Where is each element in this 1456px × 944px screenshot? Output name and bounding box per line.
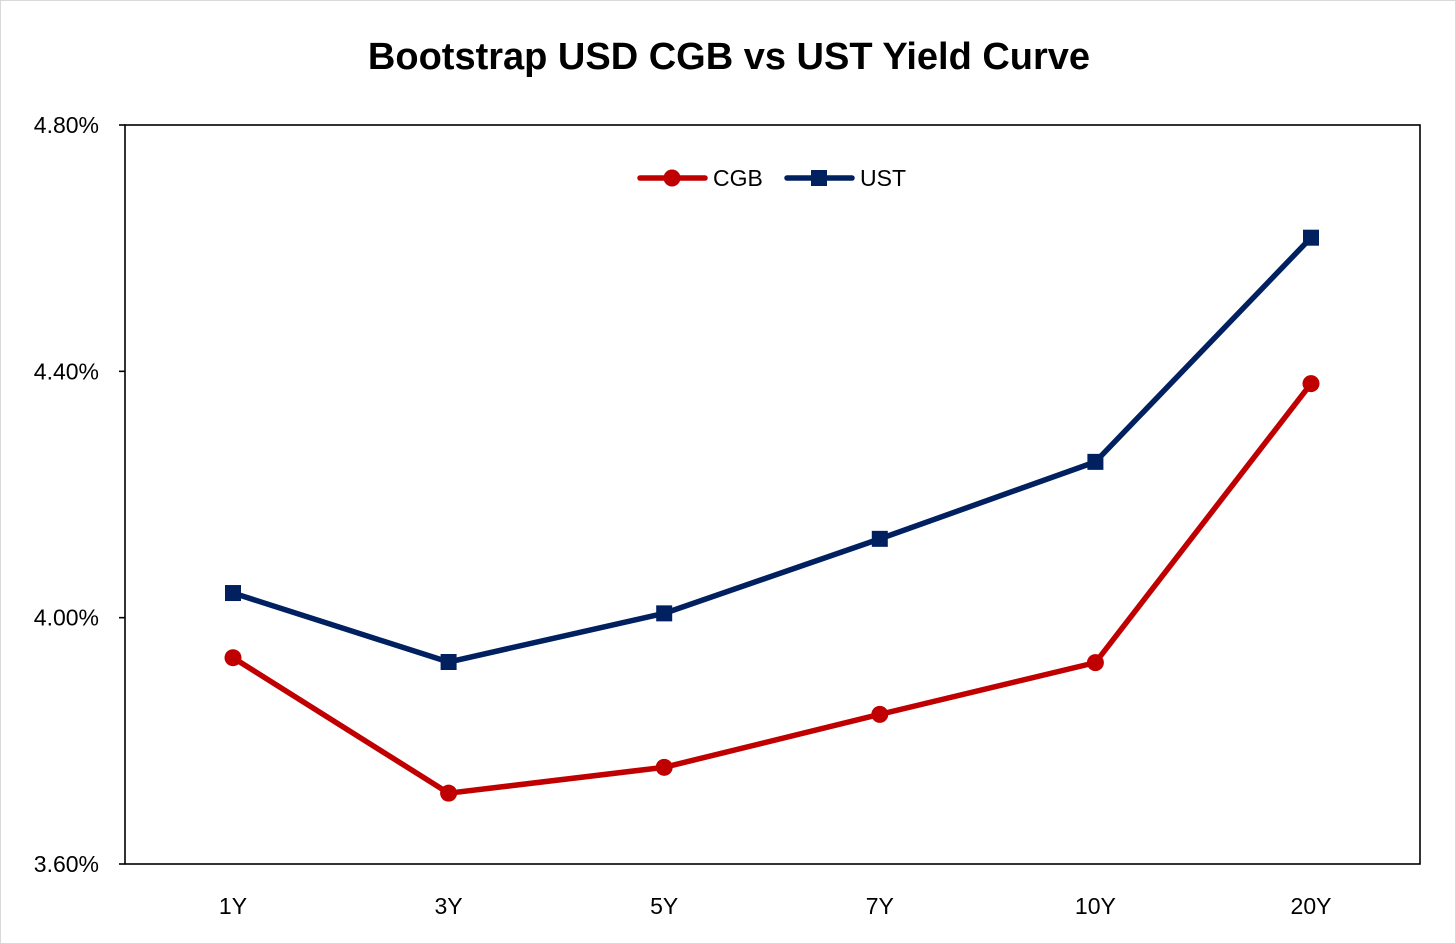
x-tick-label: 5Y [650,893,678,919]
data-point-cgb [871,705,889,723]
y-tick-label: 4.80% [34,112,99,138]
series-layer [224,229,1320,802]
legend-item-cgb: CGB [637,165,763,191]
series-line-cgb [230,380,1314,796]
legend-marker-cgb [663,169,681,187]
x-tick-label: 7Y [866,893,894,919]
x-tick-label: 1Y [219,893,247,919]
legend-label-ust: UST [860,165,906,191]
x-axis: 1Y 3Y 5Y 7Y 10Y 20Y [219,893,1332,919]
plot-area [124,124,1421,865]
data-point-cgb [440,784,458,802]
y-tick-label: 3.60% [34,851,99,877]
data-point-ust [225,585,241,602]
data-point-cgb [655,758,673,776]
data-point-ust [656,605,673,622]
legend-label-cgb: CGB [713,165,763,191]
y-tick-label: 4.40% [34,358,99,384]
series-line-ust [230,234,1314,665]
legend-marker-ust [811,170,827,186]
legend-item-ust: UST [784,165,906,191]
data-point-ust [1087,453,1104,470]
x-tick-label: 10Y [1075,893,1116,919]
data-point-cgb [1086,654,1104,672]
x-tick-label: 20Y [1291,893,1332,919]
series-cgb [224,375,1320,802]
data-point-cgb [1302,375,1320,393]
series-ust [225,229,1319,671]
data-point-ust [1303,229,1319,246]
y-axis: 3.60% 4.00% 4.40% 4.80% [34,112,125,877]
data-point-cgb [224,649,242,667]
y-tick-label: 4.00% [34,605,99,631]
data-point-ust [871,530,888,547]
chart-title: Bootstrap USD CGB vs UST Yield Curve [368,36,1090,78]
x-tick-label: 3Y [435,893,463,919]
data-point-ust [440,654,457,671]
legend: CGB UST [637,165,906,191]
